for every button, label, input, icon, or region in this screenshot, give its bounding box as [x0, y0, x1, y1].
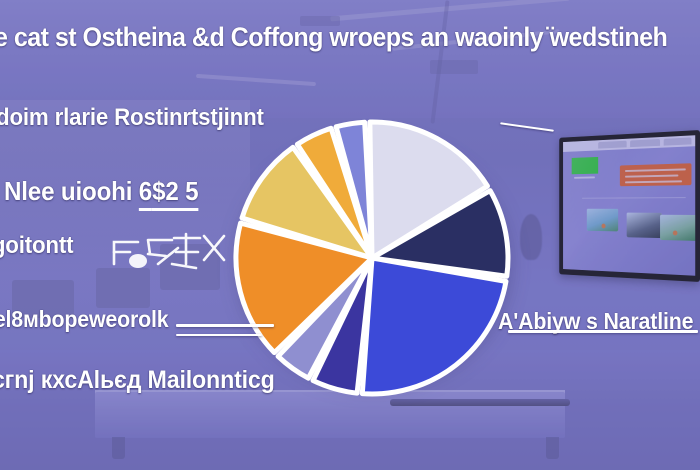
- pie-slice[interactable]: [333, 119, 375, 261]
- right-line-text: A'Abiyw s Naratline: [498, 308, 694, 334]
- wall-display[interactable]: [559, 130, 700, 282]
- figure-value: $2 5: [152, 176, 199, 211]
- pie-slice[interactable]: [367, 119, 490, 261]
- person-silhouette: [520, 214, 542, 260]
- pie-chart-svg[interactable]: [222, 119, 522, 397]
- underline-rule: [508, 330, 698, 333]
- headline-text: e cat st Ostheina &d Coffong wroeps an w…: [0, 22, 668, 52]
- scribble-marks-icon: [112, 232, 230, 278]
- counter-rail: [390, 399, 570, 406]
- content-card[interactable]: [660, 214, 696, 241]
- card-accent-dot: [672, 230, 678, 236]
- highlight-banner-green: [571, 156, 599, 175]
- underline-rule: [176, 324, 274, 327]
- underline-rule: [176, 334, 262, 336]
- pie-slice[interactable]: [294, 125, 375, 261]
- browser-tab[interactable]: [630, 139, 661, 148]
- pie-slice[interactable]: [239, 144, 375, 261]
- divider: [581, 197, 686, 199]
- figure-value-prefix: 6: [138, 176, 152, 211]
- subhead-text: doim rlarie Rostinrtstjinnt: [0, 104, 264, 131]
- content-card[interactable]: [626, 212, 662, 239]
- pie-slice[interactable]: [233, 220, 375, 356]
- counter-leg: [112, 437, 125, 459]
- pie-slice[interactable]: [369, 188, 511, 279]
- counter-leg: [546, 437, 559, 459]
- pie-slice[interactable]: [310, 255, 375, 396]
- text-line: [574, 176, 595, 179]
- pie-slice[interactable]: [359, 255, 509, 397]
- card-accent-dot: [601, 223, 606, 229]
- monitor-screen[interactable]: [563, 135, 696, 276]
- small-label-text: ̈goitontt: [0, 232, 74, 259]
- figure-label: Nlee uioohi: [4, 176, 133, 206]
- screen-glare: [563, 135, 696, 276]
- browser-tab[interactable]: [598, 140, 627, 149]
- browser-tab[interactable]: [663, 137, 692, 146]
- left-line-5-text: єгnj кхсАlьєд Mailonnticg: [0, 366, 275, 394]
- pie-slice[interactable]: [275, 255, 375, 381]
- pie-chart[interactable]: [222, 119, 522, 397]
- pie-slice-group[interactable]: [233, 119, 511, 397]
- left-line-4-text: ̈el8мbopeweorolk: [0, 306, 169, 332]
- figure-text: Nlee uioohi 6$2 5: [4, 176, 199, 211]
